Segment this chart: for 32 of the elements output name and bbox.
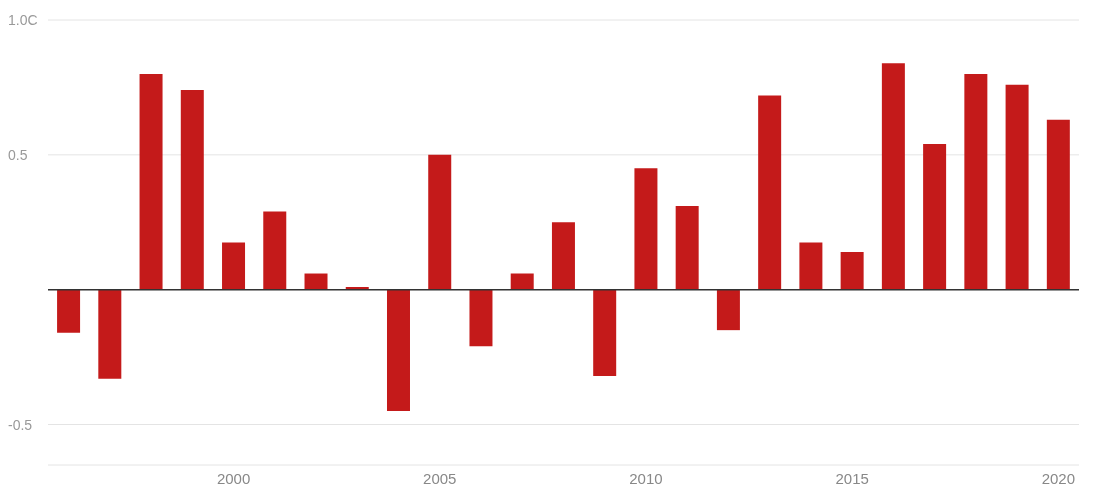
bar — [881, 63, 905, 290]
bar — [263, 211, 287, 290]
bar — [758, 95, 782, 290]
y-tick-label: 0.5 — [8, 146, 28, 163]
x-tick-label: 2010 — [629, 469, 663, 487]
bar — [551, 222, 575, 290]
bar — [799, 242, 823, 290]
bar — [1046, 119, 1070, 290]
x-tick-label: 2020 — [1041, 469, 1076, 487]
bar — [923, 144, 947, 290]
bar — [1005, 84, 1029, 290]
bar — [304, 273, 328, 290]
bar — [593, 289, 617, 376]
bar — [840, 251, 864, 290]
bar — [386, 289, 410, 412]
bar — [469, 289, 493, 347]
bar — [510, 273, 534, 290]
x-tick-label: 2015 — [835, 469, 869, 487]
bar — [180, 90, 204, 290]
bar — [716, 289, 740, 331]
bar — [428, 154, 452, 290]
y-tick-label: -0.5 — [8, 416, 33, 433]
bar — [98, 289, 122, 379]
bar — [139, 73, 163, 290]
bar — [964, 73, 988, 290]
x-tick-label: 2000 — [216, 469, 251, 487]
y-tick-label: 1.0C — [8, 11, 38, 28]
bar — [57, 289, 81, 333]
bar — [222, 242, 246, 290]
bar — [675, 206, 699, 290]
x-tick-label: 2005 — [423, 469, 457, 487]
bar — [634, 168, 658, 290]
